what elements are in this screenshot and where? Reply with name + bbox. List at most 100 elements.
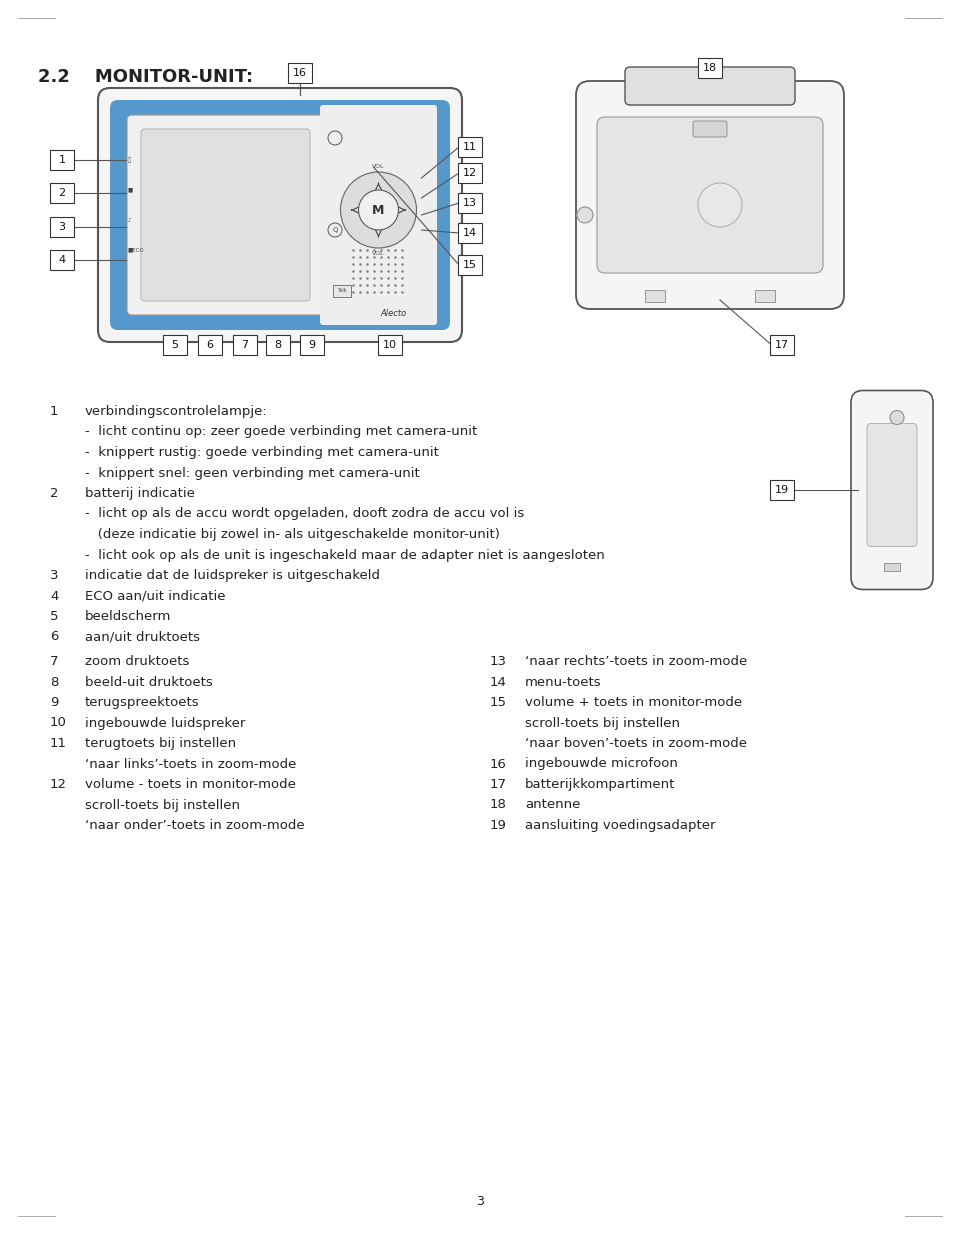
Text: 8: 8 <box>50 675 59 689</box>
Text: ⭕: ⭕ <box>128 157 132 163</box>
Text: 12: 12 <box>50 777 67 791</box>
Text: terugspreektoets: terugspreektoets <box>85 696 200 710</box>
Text: 6: 6 <box>50 631 59 643</box>
Circle shape <box>341 172 417 248</box>
FancyBboxPatch shape <box>867 423 917 547</box>
Text: 4: 4 <box>50 590 59 602</box>
FancyBboxPatch shape <box>50 217 74 237</box>
Text: beeld-uit druktoets: beeld-uit druktoets <box>85 675 213 689</box>
Text: ‘naar onder’-toets in zoom-mode: ‘naar onder’-toets in zoom-mode <box>85 819 304 832</box>
Text: 14: 14 <box>463 228 477 238</box>
Text: ■ECO: ■ECO <box>128 248 145 253</box>
FancyBboxPatch shape <box>50 251 74 270</box>
FancyBboxPatch shape <box>50 151 74 170</box>
Circle shape <box>698 183 742 227</box>
Text: -  licht continu op: zeer goede verbinding met camera-unit: - licht continu op: zeer goede verbindin… <box>85 426 477 438</box>
Circle shape <box>577 207 593 223</box>
Circle shape <box>328 223 342 237</box>
Text: antenne: antenne <box>525 798 581 812</box>
Text: Talk: Talk <box>337 289 347 294</box>
Text: volume - toets in monitor-mode: volume - toets in monitor-mode <box>85 777 296 791</box>
Text: 17: 17 <box>775 341 789 350</box>
Text: 6: 6 <box>206 341 213 350</box>
FancyBboxPatch shape <box>300 334 324 355</box>
Text: 18: 18 <box>703 63 717 73</box>
Circle shape <box>890 411 904 424</box>
FancyBboxPatch shape <box>458 163 482 183</box>
Text: 19: 19 <box>775 485 789 495</box>
Bar <box>755 290 775 302</box>
Text: 10: 10 <box>50 717 67 729</box>
Text: ‘naar links’-toets in zoom-mode: ‘naar links’-toets in zoom-mode <box>85 758 297 770</box>
FancyBboxPatch shape <box>576 81 844 308</box>
FancyBboxPatch shape <box>770 334 794 355</box>
FancyBboxPatch shape <box>198 334 222 355</box>
Text: ♪: ♪ <box>128 217 132 222</box>
Text: 13: 13 <box>490 655 507 668</box>
Text: batterijkkompartiment: batterijkkompartiment <box>525 777 676 791</box>
Text: scroll-toets bij instellen: scroll-toets bij instellen <box>525 717 680 729</box>
Text: 19: 19 <box>490 819 507 832</box>
Text: aansluiting voedingsadapter: aansluiting voedingsadapter <box>525 819 715 832</box>
FancyBboxPatch shape <box>127 115 324 315</box>
Text: 17: 17 <box>490 777 507 791</box>
Text: 11: 11 <box>463 142 477 152</box>
FancyBboxPatch shape <box>458 223 482 243</box>
Text: ‘naar boven’-toets in zoom-mode: ‘naar boven’-toets in zoom-mode <box>525 737 747 750</box>
Text: 16: 16 <box>293 68 307 78</box>
FancyBboxPatch shape <box>233 334 257 355</box>
Text: Q: Q <box>332 227 338 233</box>
Text: ingebouwde luidspreker: ingebouwde luidspreker <box>85 717 246 729</box>
FancyBboxPatch shape <box>163 334 187 355</box>
Text: 15: 15 <box>490 696 507 710</box>
Bar <box>333 285 351 297</box>
Text: VOL: VOL <box>372 164 385 169</box>
Text: 3: 3 <box>59 222 65 232</box>
Text: batterij indicatie: batterij indicatie <box>85 487 195 500</box>
Text: Alecto: Alecto <box>380 308 407 318</box>
FancyBboxPatch shape <box>693 121 727 137</box>
Circle shape <box>358 190 398 230</box>
FancyBboxPatch shape <box>625 67 795 105</box>
Text: 5: 5 <box>172 341 179 350</box>
Bar <box>884 563 900 570</box>
Text: 9: 9 <box>308 341 316 350</box>
Text: 14: 14 <box>490 675 507 689</box>
Text: ECO aan/uit indicatie: ECO aan/uit indicatie <box>85 590 226 602</box>
FancyBboxPatch shape <box>320 105 437 325</box>
FancyBboxPatch shape <box>288 63 312 83</box>
Text: ■: ■ <box>128 188 133 193</box>
Text: 2: 2 <box>50 487 59 500</box>
Text: 5: 5 <box>50 610 59 623</box>
Text: -  knippert rustig: goede verbinding met camera-unit: - knippert rustig: goede verbinding met … <box>85 445 439 459</box>
Text: volume + toets in monitor-mode: volume + toets in monitor-mode <box>525 696 742 710</box>
Text: scroll-toets bij instellen: scroll-toets bij instellen <box>85 798 240 812</box>
Text: -  licht ook op als de unit is ingeschakeld maar de adapter niet is aangesloten: - licht ook op als de unit is ingeschake… <box>85 548 605 561</box>
Text: (deze indicatie bij zowel in- als uitgeschakelde monitor-unit): (deze indicatie bij zowel in- als uitges… <box>85 528 500 540</box>
Text: 2: 2 <box>59 188 65 197</box>
Text: 7: 7 <box>50 655 59 668</box>
Text: -  licht op als de accu wordt opgeladen, dooft zodra de accu vol is: - licht op als de accu wordt opgeladen, … <box>85 507 524 521</box>
Circle shape <box>328 131 342 146</box>
Text: 18: 18 <box>490 798 507 812</box>
FancyBboxPatch shape <box>458 255 482 275</box>
Text: ingebouwde microfoon: ingebouwde microfoon <box>525 758 678 770</box>
Text: indicatie dat de luidspreker is uitgeschakeld: indicatie dat de luidspreker is uitgesch… <box>85 569 380 582</box>
FancyBboxPatch shape <box>770 480 794 500</box>
FancyBboxPatch shape <box>458 193 482 213</box>
Text: 12: 12 <box>463 168 477 178</box>
Text: VOL: VOL <box>372 251 385 255</box>
FancyBboxPatch shape <box>110 100 450 329</box>
Text: 15: 15 <box>463 260 477 270</box>
Text: zoom druktoets: zoom druktoets <box>85 655 189 668</box>
Text: ‘naar rechts’-toets in zoom-mode: ‘naar rechts’-toets in zoom-mode <box>525 655 747 668</box>
Text: terugtoets bij instellen: terugtoets bij instellen <box>85 737 236 750</box>
Text: 10: 10 <box>383 341 397 350</box>
FancyBboxPatch shape <box>698 58 722 78</box>
Text: 4: 4 <box>59 255 65 265</box>
FancyBboxPatch shape <box>378 334 402 355</box>
Text: verbindingscontrolelampje:: verbindingscontrolelampje: <box>85 405 268 418</box>
Text: 16: 16 <box>490 758 507 770</box>
Text: 8: 8 <box>275 341 281 350</box>
Text: aan/uit druktoets: aan/uit druktoets <box>85 631 200 643</box>
